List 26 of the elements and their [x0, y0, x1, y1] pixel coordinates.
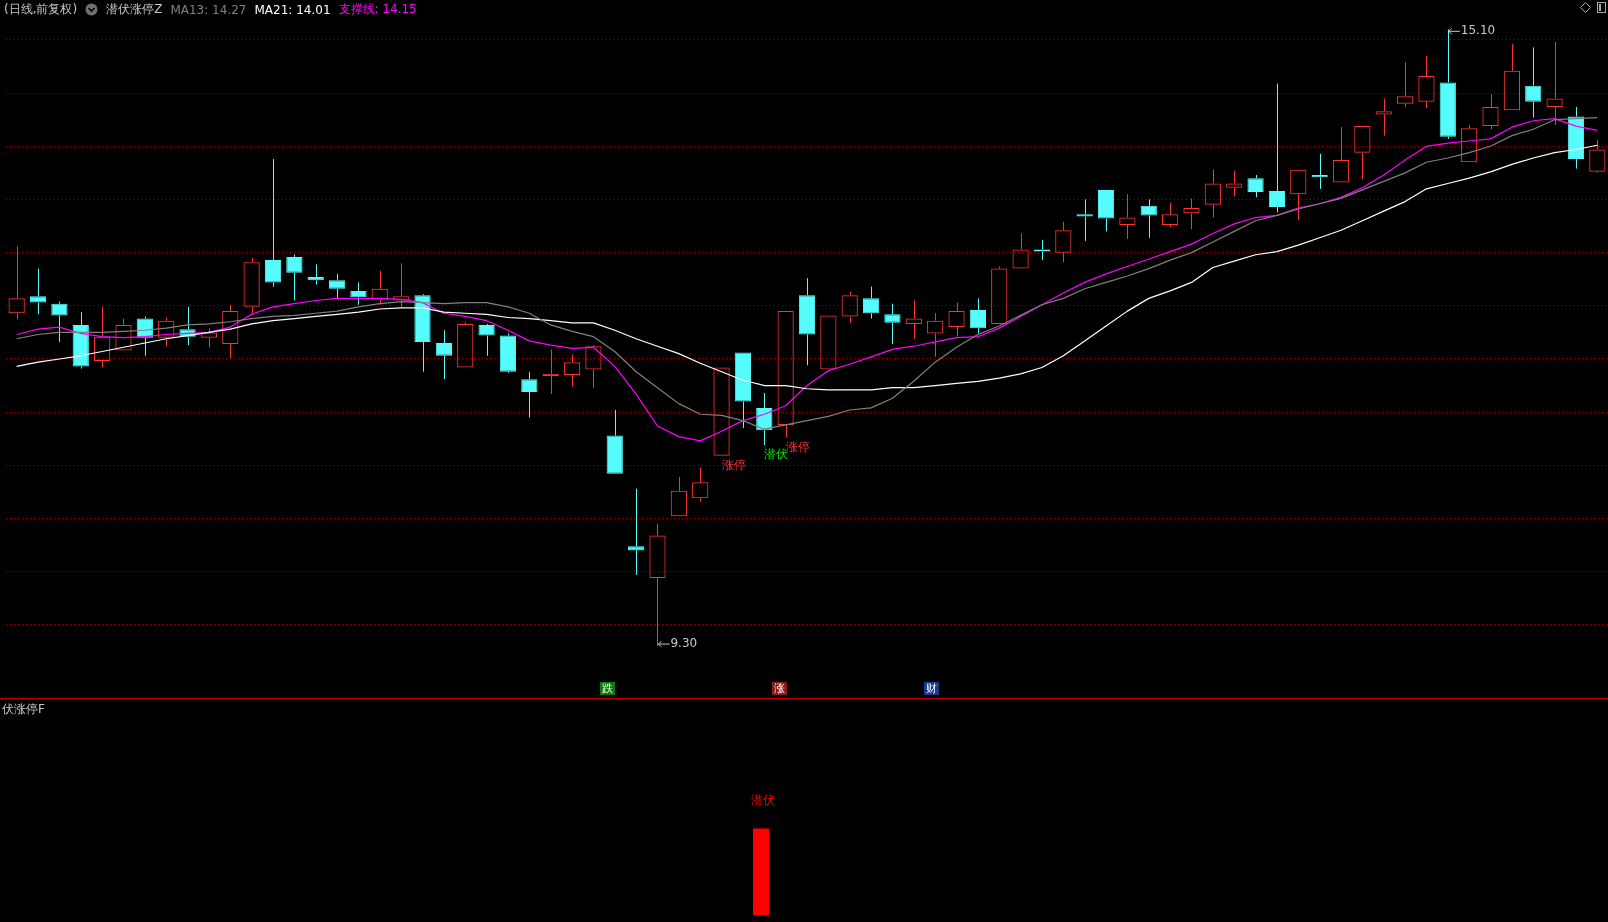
candlestick	[264, 158, 282, 288]
text: 支撑线: 14.15	[338, 1, 417, 18]
text: MA13: 14.27	[170, 2, 247, 17]
chart-subtitle: 潜伏涨停Z	[106, 1, 163, 18]
candlestick	[1097, 189, 1115, 232]
text: 涨	[772, 682, 787, 695]
candlestick	[1033, 239, 1051, 261]
annotation: 9.30	[670, 636, 698, 651]
candlestick	[1140, 198, 1157, 239]
candlestick	[499, 332, 517, 372]
text: 财	[924, 682, 939, 695]
chart-title: 伏涨停F	[2, 701, 45, 718]
candlestick	[29, 268, 47, 315]
text: MA21: 14.01	[254, 2, 331, 17]
candlestick	[884, 303, 901, 345]
text: 跌	[600, 682, 615, 695]
candlestick	[798, 277, 816, 366]
candlestick	[350, 281, 367, 306]
text: 潜伏	[751, 792, 776, 807]
annotation: 涨停	[721, 457, 746, 472]
candlestick	[328, 273, 346, 299]
annotation: 15.10	[1460, 23, 1496, 38]
candlestick	[606, 409, 623, 474]
chart-title: (日线,前复权)	[4, 1, 78, 18]
candlestick	[414, 295, 431, 373]
candlestick	[734, 352, 752, 429]
